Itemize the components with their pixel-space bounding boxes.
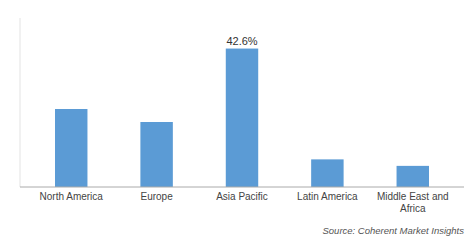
bar bbox=[397, 166, 429, 187]
chart-container: North America Europe Asia Pacific Latin Ame… bbox=[0, 0, 474, 239]
bars bbox=[55, 49, 429, 187]
y-axis-line bbox=[20, 18, 21, 187]
x-tick-labels: North America Europe Asia Pacific Latin Ame… bbox=[40, 191, 449, 214]
bar bbox=[311, 159, 343, 187]
chart: North America Europe Asia Pacific Latin Ame… bbox=[0, 0, 474, 239]
x-tick-label: Middle East andAfrica bbox=[377, 191, 449, 214]
annotation: 42.6% bbox=[226, 35, 257, 47]
bar bbox=[140, 122, 172, 187]
bar bbox=[55, 109, 87, 187]
x-tick-label: Latin America bbox=[297, 191, 358, 202]
x-tick-label: Asia Pacific bbox=[216, 191, 268, 202]
x-axis-line bbox=[20, 187, 464, 188]
x-tick-label: North America bbox=[40, 191, 104, 202]
x-tick-label: Europe bbox=[140, 191, 173, 202]
bar bbox=[226, 49, 258, 187]
source-note: Source: Coherent Market Insights bbox=[322, 225, 464, 236]
